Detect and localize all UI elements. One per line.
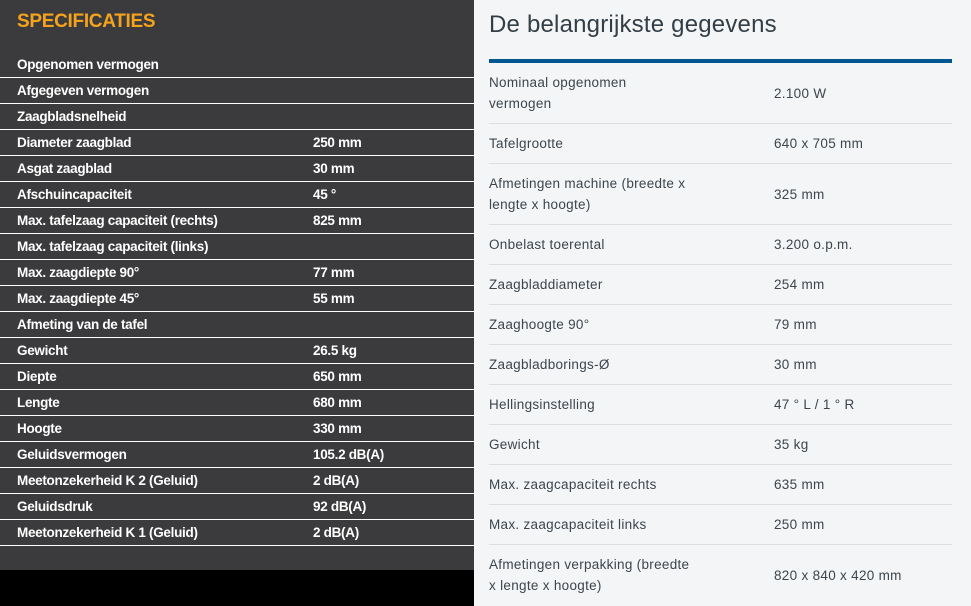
spec-value: 30 mm (313, 161, 355, 176)
key-data-label: Max. zaagcapaciteit rechts (489, 477, 657, 492)
key-data-label: Zaaghoogte 90° (489, 317, 590, 332)
key-data-row: Nominaal opgenomen vermogen 2.100 W (489, 63, 952, 124)
key-data-label: Hellingsinstelling (489, 397, 595, 412)
spec-label: Geluidsvermogen (17, 447, 127, 462)
spec-value: 680 mm (313, 395, 362, 410)
key-data-value: 635 mm (774, 477, 825, 492)
key-data-row: Zaaghoogte 90° 79 mm (489, 305, 952, 345)
spec-row: Max. zaagdiepte 45° 55 mm (0, 286, 474, 312)
spec-label: Max. tafelzaag capaciteit (links) (17, 239, 209, 254)
spec-row: Opgenomen vermogen (0, 52, 474, 78)
spec-label: Max. tafelzaag capaciteit (rechts) (17, 213, 218, 228)
key-data-value: 35 kg (774, 437, 809, 452)
spec-row: Meetonzekerheid K 2 (Geluid) 2 dB(A) (0, 468, 474, 494)
key-data-label: Afmetingen verpakking (breedte x lengte … (489, 557, 690, 593)
key-data-value: 254 mm (774, 277, 825, 292)
spec-row: Afschuincapaciteit 45 ° (0, 182, 474, 208)
spec-row: Lengte 680 mm (0, 390, 474, 416)
key-data-label: Gewicht (489, 437, 540, 452)
key-data-row: Gewicht 35 kg (489, 425, 952, 465)
spec-row: Max. tafelzaag capaciteit (rechts) 825 m… (0, 208, 474, 234)
spec-label: Asgat zaagblad (17, 161, 112, 176)
spec-value: 825 mm (313, 213, 362, 228)
spec-row: Diepte 650 mm (0, 364, 474, 390)
key-data-label: Onbelast toerental (489, 237, 605, 252)
key-data-row: Zaagbladborings-Ø 30 mm (489, 345, 952, 385)
spec-row: Diameter zaagblad 250 mm (0, 130, 474, 156)
key-data-label: Max. zaagcapaciteit links (489, 517, 647, 532)
accent-divider (489, 59, 952, 63)
spec-label: Diepte (17, 369, 57, 384)
key-data-row: Afmetingen machine (breedte x lengte x h… (489, 164, 952, 225)
spec-row: Geluidsvermogen 105.2 dB(A) (0, 442, 474, 468)
spec-label: Diameter zaagblad (17, 135, 132, 150)
spec-label: Lengte (17, 395, 60, 410)
spec-row: Geluidsdruk 92 dB(A) (0, 494, 474, 520)
spec-value: 45 ° (313, 187, 336, 202)
key-data-value: 3.200 o.p.m. (774, 237, 853, 252)
spec-value: 55 mm (313, 291, 355, 306)
key-data-rows: Nominaal opgenomen vermogen 2.100 W Tafe… (489, 63, 952, 605)
specifications-panel: SPECIFICATIES Opgenomen vermogen Afgegev… (0, 0, 474, 606)
spec-row: Afgegeven vermogen (0, 78, 474, 104)
spec-row: Gewicht 26.5 kg (0, 338, 474, 364)
spec-label: Meetonzekerheid K 2 (Geluid) (17, 473, 198, 488)
bottom-black-strip (0, 570, 474, 606)
spec-value: 92 dB(A) (313, 499, 367, 514)
key-data-row: Onbelast toerental 3.200 o.p.m. (489, 225, 952, 265)
key-data-row: Max. zaagcapaciteit rechts 635 mm (489, 465, 952, 505)
key-data-value: 640 x 705 mm (774, 136, 864, 151)
key-data-label: Zaagbladborings-Ø (489, 357, 610, 372)
spec-value: 26.5 kg (313, 343, 357, 358)
spec-value: 250 mm (313, 135, 362, 150)
spec-row: Zaagbladsnelheid (0, 104, 474, 130)
spec-label: Gewicht (17, 343, 68, 358)
spec-label: Hoogte (17, 421, 62, 436)
key-data-value: 250 mm (774, 517, 825, 532)
spec-row: Hoogte 330 mm (0, 416, 474, 442)
spec-label: Afschuincapaciteit (17, 187, 132, 202)
spec-value: 2 dB(A) (313, 473, 359, 488)
spec-label: Max. zaagdiepte 90° (17, 265, 139, 280)
key-data-row: Zaagbladdiameter 254 mm (489, 265, 952, 305)
key-data-row: Tafelgrootte 640 x 705 mm (489, 124, 952, 164)
spec-row: Max. tafelzaag capaciteit (links) (0, 234, 474, 260)
spec-value: 2 dB(A) (313, 525, 359, 540)
spec-row: Meetonzekerheid K 1 (Geluid) 2 dB(A) (0, 520, 474, 546)
spec-label: Max. zaagdiepte 45° (17, 291, 139, 306)
key-data-value: 47 ° L / 1 ° R (774, 397, 855, 412)
key-data-label: Zaagbladdiameter (489, 277, 603, 292)
spec-label: Afgegeven vermogen (17, 83, 149, 98)
spec-label: Opgenomen vermogen (17, 57, 159, 72)
key-data-panel: De belangrijkste gegevens Nominaal opgen… (474, 0, 971, 606)
spec-value: 330 mm (313, 421, 362, 436)
specifications-table: SPECIFICATIES Opgenomen vermogen Afgegev… (0, 0, 474, 570)
key-data-row: Max. zaagcapaciteit links 250 mm (489, 505, 952, 545)
spec-value: 105.2 dB(A) (313, 447, 384, 462)
key-data-value: 325 mm (774, 186, 825, 202)
key-data-label: Nominaal opgenomen vermogen (489, 75, 627, 111)
key-data-label: Tafelgrootte (489, 136, 564, 151)
key-data-row: Afmetingen verpakking (breedte x lengte … (489, 545, 952, 605)
spec-label: Afmeting van de tafel (17, 317, 148, 332)
key-data-value: 30 mm (774, 357, 817, 372)
key-data-label: Afmetingen machine (breedte x lengte x h… (489, 176, 686, 212)
spec-value: 77 mm (313, 265, 355, 280)
spec-row: Asgat zaagblad 30 mm (0, 156, 474, 182)
spec-label: Geluidsdruk (17, 499, 93, 514)
specifications-title: SPECIFICATIES (17, 11, 156, 32)
spec-label: Meetonzekerheid K 1 (Geluid) (17, 525, 198, 540)
spec-label: Zaagbladsnelheid (17, 109, 127, 124)
spec-value: 650 mm (313, 369, 362, 384)
spec-rows: Opgenomen vermogen Afgegeven vermogen Za… (0, 52, 474, 546)
spec-row: Max. zaagdiepte 90° 77 mm (0, 260, 474, 286)
key-data-value: 2.100 W (774, 85, 827, 101)
spec-row: Afmeting van de tafel (0, 312, 474, 338)
key-data-value: 79 mm (774, 317, 817, 332)
key-data-value: 820 x 840 x 420 mm (774, 567, 902, 583)
key-data-row: Hellingsinstelling 47 ° L / 1 ° R (489, 385, 952, 425)
key-data-title: De belangrijkste gegevens (489, 11, 777, 38)
